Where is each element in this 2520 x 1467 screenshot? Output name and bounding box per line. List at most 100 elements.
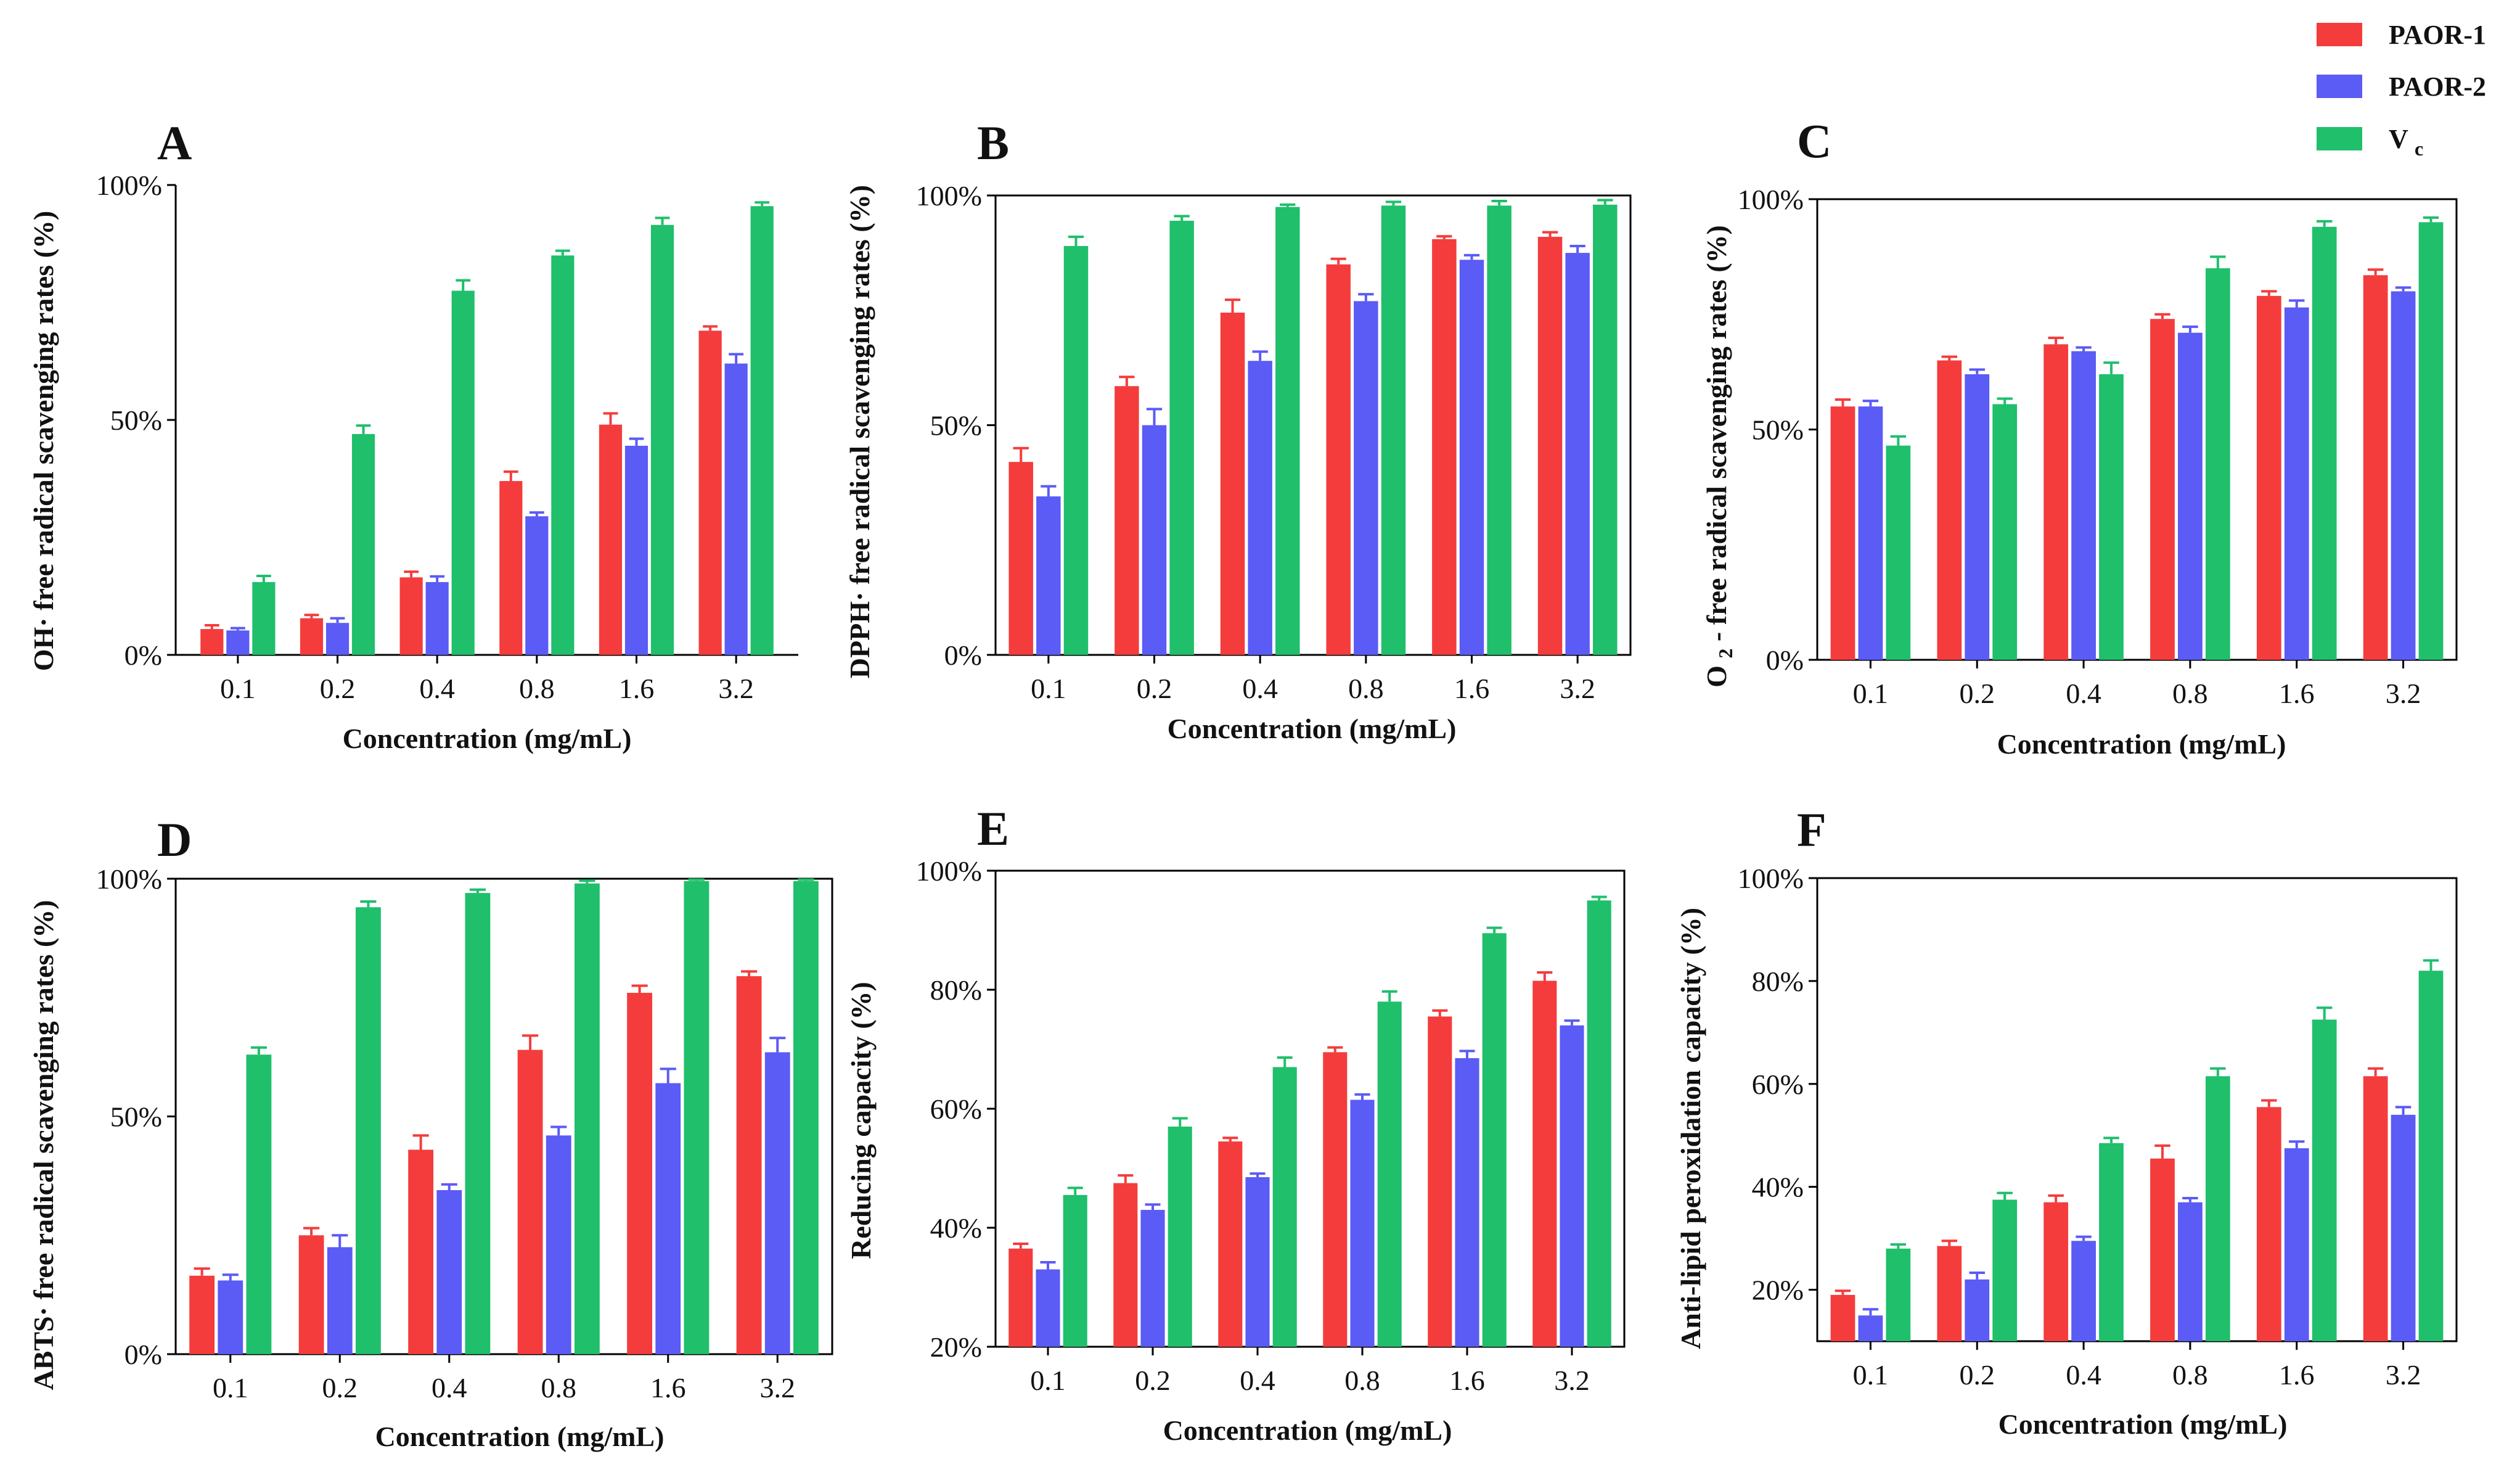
bar-paor-2-e: [1560, 1025, 1584, 1347]
x-axis-title-f: Concentration (mg/mL): [1998, 1408, 2288, 1440]
y-axis-title-e: Reducing capacity (%): [845, 982, 877, 1259]
y-axis-title-f: Anti-lipid peroxidation capacity (%): [1675, 908, 1706, 1349]
y-tick-label-b: 100%: [916, 180, 982, 212]
x-tick-label-f: 1.6: [2279, 1359, 2315, 1391]
bar-vc-c: [2418, 222, 2444, 660]
bar-vc-f: [1992, 1199, 2018, 1341]
plot-area-e: 20% 40% 60% 80% 100% 0.1 0.2 0.4 0.8 1.6 3.2: [916, 855, 1626, 1396]
x-tick-label-d: 1.6: [650, 1372, 686, 1403]
plot-area-f: 20% 40% 60% 80% 100% 0.1 0.2 0.4 0.8 1.6 3.2: [1738, 863, 2458, 1391]
x-tick-label-b: 0.2: [1137, 673, 1172, 704]
bar-paor-1-b: [1537, 237, 1563, 655]
bar-paor-2-a: [325, 623, 350, 655]
x-tick-label-e: 0.1: [1030, 1365, 1066, 1396]
bar-vc-d: [574, 883, 600, 1354]
bar-paor-1-c: [1937, 360, 1962, 660]
bar-paor-2-c: [1965, 374, 1990, 660]
bar-paor-1-e: [1218, 1141, 1243, 1347]
bar-paor-2-f: [2284, 1148, 2309, 1341]
x-axis-title-d: Concentration (mg/mL): [375, 1421, 665, 1452]
x-tick-label-d: 0.8: [541, 1372, 577, 1403]
x-tick-label-a: 3.2: [718, 673, 754, 704]
y-tick-label-e: 60%: [930, 1093, 982, 1125]
x-tick-label-c: 0.4: [2066, 678, 2101, 709]
x-tick-label-c: 3.2: [2386, 678, 2421, 709]
y-tick-label-f: 60%: [1752, 1069, 1804, 1100]
bar-vc-b: [1593, 204, 1618, 655]
bar-vc-b: [1381, 205, 1406, 655]
legend-label-vc-main: V: [2389, 124, 2408, 154]
bar-vc-a: [451, 290, 475, 655]
bar-paor-2-b: [1248, 361, 1272, 655]
bar-paor-2-a: [624, 445, 648, 655]
bar-vc-c: [2312, 226, 2337, 660]
bar-paor-1-d: [736, 976, 762, 1354]
bar-paor-2-d: [764, 1052, 790, 1354]
x-tick-label-b: 0.1: [1031, 673, 1066, 704]
bar-paor-1-f: [2043, 1202, 2069, 1341]
bar-vc-a: [252, 581, 276, 655]
bar-vc-f: [2099, 1143, 2124, 1341]
bar-vc-e: [1587, 900, 1611, 1347]
y-tick-label-f: 80%: [1752, 966, 1804, 997]
x-tick-label-c: 0.8: [2172, 678, 2208, 709]
panel-letter-e: E: [977, 802, 1009, 855]
y-axis-title-a: OH· free radical scavenging rates (%): [28, 211, 59, 672]
bar-vc-b: [1275, 207, 1300, 655]
y-tick-label-a: 0%: [125, 639, 162, 671]
y-tick-label-e: 20%: [930, 1331, 982, 1363]
legend-label-paor-2: PAOR-2: [2389, 72, 2486, 102]
panel-letter-f: F: [1797, 803, 1827, 857]
legend-swatch-paor-1: [2317, 23, 2362, 46]
bar-vc-c: [1992, 404, 2018, 660]
x-tick-label-e: 0.4: [1240, 1365, 1275, 1396]
x-tick-label-a: 0.2: [320, 673, 356, 704]
bar-paor-2-a: [525, 516, 549, 655]
bar-paor-2-e: [1455, 1058, 1479, 1347]
y-tick-label-e: 40%: [930, 1212, 982, 1244]
x-tick-label-e: 3.2: [1554, 1365, 1590, 1396]
bar-vc-d: [465, 893, 491, 1354]
x-tick-label-c: 1.6: [2279, 678, 2315, 709]
plot-frame-c: [1816, 198, 2458, 661]
bar-paor-1-e: [1532, 980, 1557, 1347]
bar-paor-1-b: [1220, 312, 1245, 655]
plot-frame-f: [1816, 877, 2458, 1342]
y-tick-label-d: 100%: [96, 863, 162, 895]
y-tick-label-d: 50%: [110, 1101, 162, 1133]
x-axis-title-c: Concentration (mg/mL): [1997, 728, 2286, 760]
bar-vc-a: [750, 206, 774, 655]
y-tick-label-d: 0%: [125, 1339, 162, 1370]
bar-paor-2-a: [226, 630, 250, 655]
bar-paor-2-b: [1565, 253, 1590, 655]
bar-paor-1-f: [1830, 1294, 1855, 1341]
bar-paor-2-e: [1140, 1210, 1165, 1347]
bar-paor-1-d: [298, 1235, 324, 1354]
bar-paor-2-f: [2071, 1241, 2096, 1341]
y-tick-label-e: 80%: [930, 974, 982, 1006]
y-tick-label-a: 100%: [96, 170, 162, 201]
bar-paor-1-b: [1115, 386, 1139, 655]
panel-letter-b: B: [977, 116, 1009, 170]
x-tick-label-b: 0.4: [1242, 673, 1278, 704]
panel-e: E Reducing capacity (%) Concentration (m…: [845, 802, 1626, 1446]
y-tick-label-b: 0%: [944, 639, 982, 671]
bar-paor-2-a: [724, 363, 748, 655]
legend-swatch-vc: [2317, 127, 2362, 150]
bar-paor-2-a: [425, 581, 449, 655]
bar-paor-1-c: [2150, 319, 2175, 660]
bar-vc-b: [1169, 220, 1194, 655]
x-tick-label-d: 0.4: [432, 1372, 467, 1403]
plot-frame-e: [994, 869, 1626, 1348]
bar-paor-1-d: [408, 1149, 434, 1354]
panel-a: A OH· free radical scavenging rates (%) …: [28, 116, 798, 754]
legend-label-vc: V c: [2389, 124, 2423, 160]
bar-paor-1-a: [499, 481, 523, 655]
bar-paor-2-e: [1036, 1269, 1060, 1347]
bar-paor-2-d: [218, 1280, 243, 1354]
bar-paor-2-b: [1354, 301, 1378, 655]
bar-paor-2-c: [2391, 291, 2416, 660]
y-axis-title-c-o: O: [1701, 665, 1732, 688]
bar-vc-e: [1063, 1194, 1087, 1347]
x-tick-label-d: 0.1: [213, 1372, 248, 1403]
